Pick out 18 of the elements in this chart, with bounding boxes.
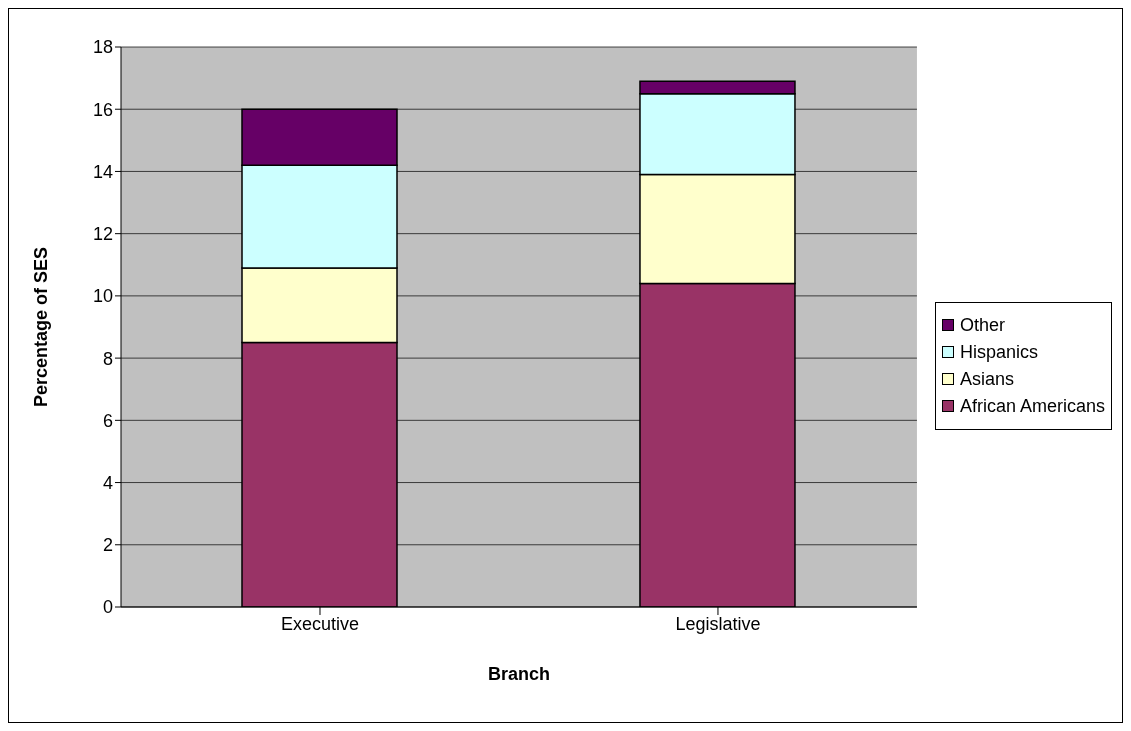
y-tick-label: 2 <box>102 535 113 556</box>
y-tick-label: 12 <box>92 224 113 245</box>
legend-label: Asians <box>959 368 1014 390</box>
y-tick-label: 8 <box>102 348 113 369</box>
y-tick-label: 16 <box>92 99 113 120</box>
y-tick-label: 0 <box>102 597 113 618</box>
x-axis-title: Branch <box>487 664 550 684</box>
legend-label: African Americans <box>959 395 1105 417</box>
y-tick-label: 4 <box>102 472 113 493</box>
y-tick-label: 14 <box>92 161 113 182</box>
y-tick-label: 18 <box>92 37 113 58</box>
y-axis-title: Percentage of SES <box>31 246 52 407</box>
y-tick-label: 6 <box>102 410 113 431</box>
x-tick-label: Legislative <box>675 613 761 634</box>
legend-label: Hispanics <box>959 341 1038 363</box>
y-tick-label: 10 <box>92 286 113 307</box>
x-tick-label: Executive <box>280 613 360 634</box>
legend-label: Other <box>959 314 1005 336</box>
